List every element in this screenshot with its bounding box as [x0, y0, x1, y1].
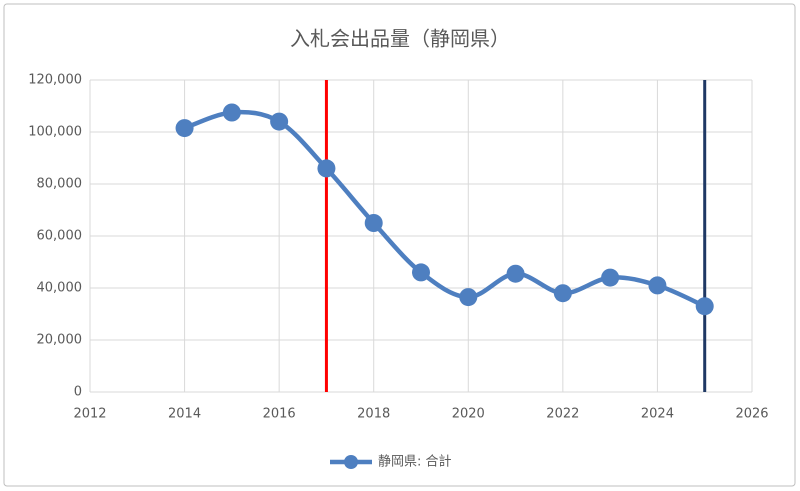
marker: [601, 268, 620, 287]
y-tick-label: 80,000: [37, 177, 83, 192]
marker: [648, 276, 667, 295]
chart-frame: [3, 3, 796, 487]
y-tick-label: 0: [74, 385, 82, 400]
x-tick-label: 2026: [735, 407, 768, 422]
marker: [506, 264, 525, 283]
marker: [175, 119, 194, 138]
chart-title: 入札会出品量（静岡県）: [290, 27, 510, 51]
x-tick-label: 2012: [73, 407, 106, 422]
y-tick-label: 60,000: [37, 229, 83, 244]
y-tick-label: 20,000: [37, 333, 83, 348]
marker: [695, 297, 714, 316]
x-tick-label: 2022: [546, 407, 579, 422]
x-tick-label: 2024: [641, 407, 674, 422]
marker: [412, 263, 430, 282]
marker: [459, 288, 478, 307]
y-tick-label: 40,000: [37, 281, 83, 296]
x-tick-label: 2016: [263, 407, 296, 422]
marker: [364, 214, 383, 232]
marker: [222, 103, 241, 122]
marker: [270, 112, 289, 131]
legend-label: 静岡県: 合計: [378, 454, 452, 470]
marker: [317, 159, 336, 178]
y-tick-label: 100,000: [28, 125, 82, 140]
x-tick-label: 2018: [357, 407, 390, 422]
legend-marker: [344, 455, 358, 469]
x-tick-label: 2020: [452, 407, 485, 422]
marker: [553, 284, 572, 303]
y-tick-label: 120,000: [28, 73, 82, 88]
x-tick-label: 2014: [168, 407, 201, 422]
